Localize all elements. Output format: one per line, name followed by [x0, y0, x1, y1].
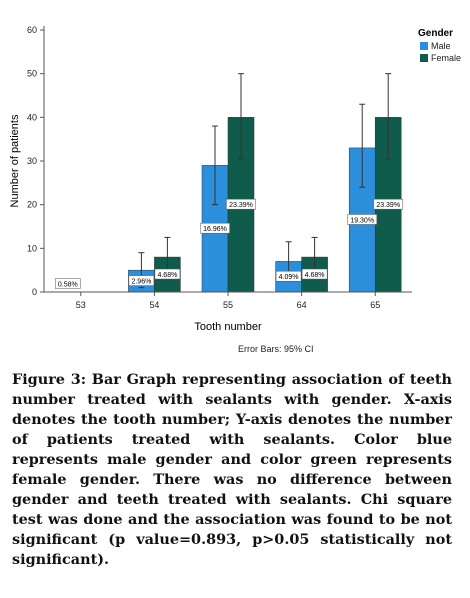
legend-swatch-female: [420, 54, 428, 62]
x-ticks-layer: 53 54 55 64 65: [76, 292, 380, 310]
legend-swatch-male: [420, 42, 428, 50]
bar-value-label: 4.68%: [305, 272, 325, 279]
y-tick-label: 40: [27, 112, 37, 122]
figure-caption: Figure 3: Bar Graph representing associa…: [12, 371, 452, 568]
bars-layer: [128, 117, 402, 293]
x-tick-label: 53: [76, 300, 86, 310]
bar-label-box: [226, 198, 256, 210]
legend: Male Female: [420, 41, 461, 63]
x-tick-label: 65: [370, 300, 380, 310]
bar-label-box: [200, 222, 230, 234]
bar-chart-container: 0.58% 2.96% 4.68% 16.96% 23.39% 4.09% 4.68% 19.…: [9, 25, 461, 354]
legend-label-female: Female: [431, 53, 461, 63]
error-bars-note: Error Bars: 95% CI: [238, 344, 314, 354]
bar-chart: 0.58% 2.96% 4.68% 16.96% 23.39% 4.09% 4.68% 19.…: [9, 25, 461, 354]
y-axis-title: Number of patients: [9, 114, 21, 207]
bar-value-label: 16.96%: [203, 226, 227, 233]
bar-value-label: 23.39%: [376, 202, 400, 209]
bar-value-label: 23.39%: [229, 202, 253, 209]
legend-label-male: Male: [431, 41, 451, 51]
y-tick-label: 20: [27, 200, 37, 210]
bar-label-box: [55, 278, 81, 289]
bar-label-box: [373, 198, 404, 210]
bar-value-label: 0.58%: [58, 282, 78, 289]
y-tick-label: 0: [32, 287, 37, 297]
y-tick-label: 30: [27, 156, 37, 166]
bar-label-box: [301, 268, 328, 280]
x-tick-label: 54: [149, 300, 159, 310]
bar-value-label: 2.96%: [131, 279, 151, 286]
bar-label-box: [275, 270, 302, 282]
x-tick-label: 64: [297, 300, 307, 310]
y-tick-label: 10: [27, 243, 37, 253]
bar-label-box: [347, 214, 378, 225]
x-tick-label: 55: [223, 300, 233, 310]
bar-label-box: [154, 268, 181, 280]
y-tick-label: 50: [27, 69, 37, 79]
bar-value-label: 4.09%: [279, 274, 299, 281]
bar-label-box: [128, 275, 155, 286]
bar-value-label: 19.30%: [350, 217, 374, 224]
y-tick-label: 60: [27, 25, 37, 35]
x-axis-title: Tooth number: [194, 321, 262, 333]
y-ticks-layer: 0 10 20 30 40 50 60: [27, 25, 44, 297]
bar-labels-layer: 0.58% 2.96% 4.68% 16.96% 23.39% 4.09% 4.68% 19.…: [55, 198, 404, 289]
legend-title: Gender: [418, 28, 453, 39]
bar-value-label: 4.68%: [157, 272, 177, 279]
